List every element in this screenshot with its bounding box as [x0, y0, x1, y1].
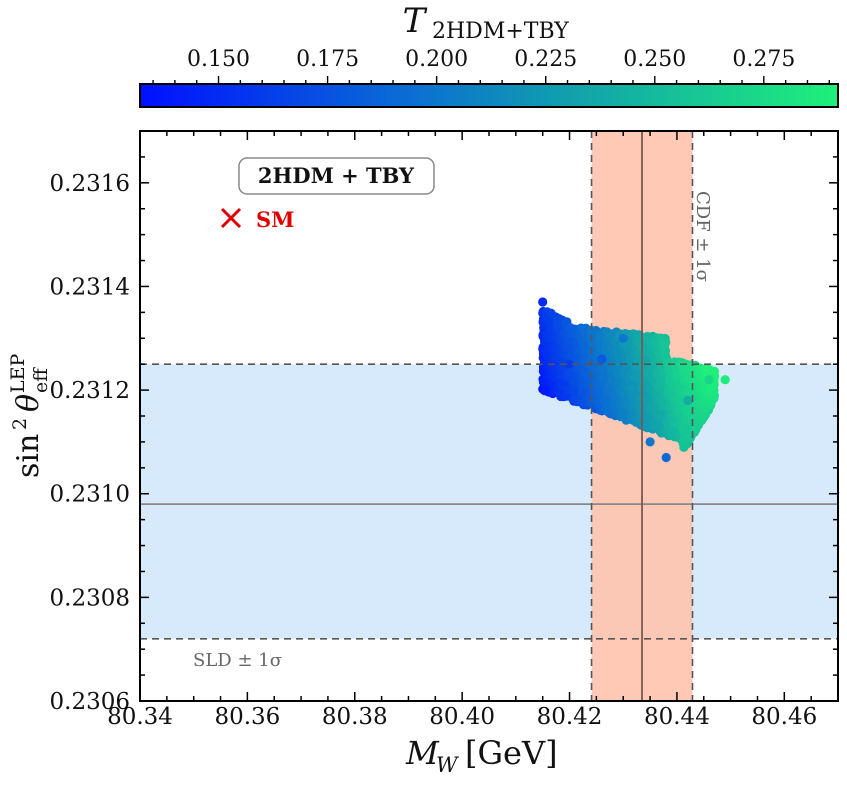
sld-band-label: SLD ± 1σ: [193, 650, 282, 671]
y-tick-label: 0.2314: [50, 274, 130, 300]
legend-model-box: [238, 157, 435, 195]
x-tick-label: 80.34: [107, 704, 173, 730]
scatter-point: [704, 375, 714, 385]
x-axis-title-sub: W: [436, 753, 460, 777]
colorbar-tick-label: 0.275: [732, 47, 795, 72]
y-axis-title-sin: sin: [11, 434, 46, 478]
colorbar-tick-label: 0.200: [405, 47, 468, 72]
y-axis-title-sup: LEP: [7, 354, 29, 393]
scatter-point: [643, 413, 654, 423]
x-axis-title-unit: [GeV]: [465, 734, 558, 772]
y-axis-title-sup2: 2: [9, 418, 31, 430]
scatter-point: [540, 385, 551, 395]
x-tick-label: 80.40: [429, 704, 495, 730]
y-axis-title: sin 2 θ eff LEP: [7, 354, 52, 478]
colorbar-bar: [139, 83, 839, 108]
colorbar-title-sub: 2HDM+TBY: [432, 19, 569, 44]
x-tick-label: 80.42: [537, 704, 603, 730]
colorbar-tick-label: 0.225: [514, 47, 577, 72]
x-tick-label: 80.38: [322, 704, 388, 730]
x-axis-title: M W [GeV]: [405, 734, 558, 777]
x-tick-label: 80.44: [644, 704, 710, 730]
scatter-point: [597, 354, 607, 364]
x-axis-ticks: 80.34 80.36 80.38 80.40 80.42 80.44 80.46: [107, 131, 839, 730]
colorbar-title-main: T: [403, 1, 428, 41]
scatter-point: [618, 333, 628, 343]
scatter-point: [587, 326, 597, 336]
y-tick-label: 0.2310: [50, 482, 130, 508]
x-tick-label: 80.46: [751, 704, 817, 730]
y-tick-label: 0.2306: [50, 689, 130, 715]
scatter-point: [661, 452, 671, 463]
scatter-point: [564, 359, 575, 369]
scatter-point: [720, 375, 730, 385]
scatter-point: [709, 366, 720, 376]
y-tick-label: 0.2308: [50, 585, 130, 611]
colorbar-tick-label: 0.250: [623, 47, 686, 72]
cdf-band-label: CDF ± 1σ: [692, 191, 713, 282]
scatter-point: [660, 346, 670, 356]
scatter-point: [660, 338, 670, 349]
x-tick-label: 80.36: [214, 704, 280, 730]
x-axis-title-main: M: [405, 734, 440, 772]
sm-marker: [220, 207, 242, 229]
scatter-point: [683, 395, 693, 406]
legend-model-label: 2HDM + TBY: [258, 163, 415, 188]
y-axis-title-sub: eff: [30, 367, 52, 393]
colorbar: T 2HDM+TBY 0.150 0.175 0.200 0.225 0.250 0.27…: [139, 1, 839, 108]
scatter-point: [645, 437, 655, 447]
legend: 2HDM + TBY SM: [220, 157, 435, 232]
colorbar-ticks: 0.150 0.175 0.200 0.225 0.250 0.275: [152, 47, 830, 84]
y-tick-label: 0.2316: [50, 171, 130, 197]
colorbar-tick-label: 0.175: [296, 47, 359, 72]
y-tick-label: 0.2312: [50, 378, 130, 404]
y-axis-ticks: 0.2306 0.2308 0.2310 0.2312 0.2314 0.2316: [50, 130, 838, 715]
y-axis-title-theta: θ: [11, 394, 46, 412]
colorbar-tick-label: 0.150: [187, 47, 250, 72]
plot-area: [140, 131, 838, 701]
legend-sm-label: SM: [256, 207, 294, 232]
scatter-point: [538, 297, 548, 307]
sld-band: [140, 364, 838, 639]
